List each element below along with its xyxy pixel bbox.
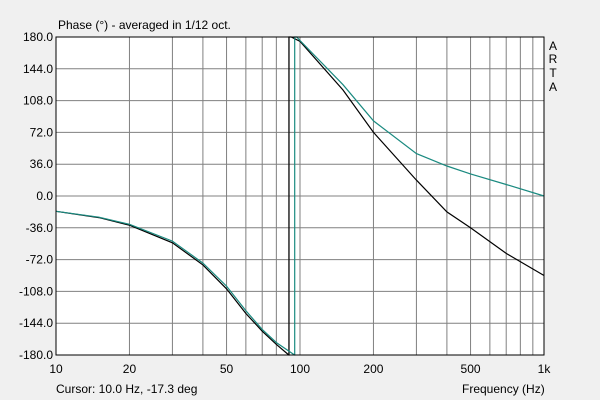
y-tick-label: 108.0: [23, 94, 53, 108]
brand-letter-a2: A: [549, 80, 557, 94]
x-tick-label: 100: [290, 362, 310, 376]
brand-letter-r: R: [549, 52, 558, 66]
x-tick-label: 50: [220, 362, 234, 376]
y-tick-label: 144.0: [23, 62, 53, 76]
brand-letter-a1: A: [549, 39, 557, 53]
grid-lines: [56, 37, 544, 355]
y-tick-label: -72.0: [26, 253, 54, 267]
y-tick-label: 36.0: [30, 157, 54, 171]
brand-letter-t: T: [549, 66, 557, 80]
chart-title: Phase (°) - averaged in 1/12 oct.: [58, 18, 231, 32]
plot-frame: [55, 36, 545, 356]
cursor-readout: Cursor: 10.0 Hz, -17.3 deg: [56, 382, 197, 396]
y-tick-labels: 180.0 144.0 108.0 72.0 36.0 0.0 -36.0 -72.0 -108…: [19, 30, 53, 362]
x-tick-label: 1k: [538, 362, 552, 376]
x-tick-label: 20: [123, 362, 137, 376]
y-tick-label: 180.0: [23, 30, 53, 44]
x-tick-label: 200: [363, 362, 383, 376]
y-tick-label: -180.0: [19, 348, 53, 362]
y-tick-label: -144.0: [19, 316, 53, 330]
y-tick-label: -108.0: [19, 284, 53, 298]
x-tick-label: 500: [461, 362, 481, 376]
y-tick-label: -36.0: [26, 221, 54, 235]
x-axis-label: Frequency (Hz): [462, 382, 545, 396]
y-tick-label: 0.0: [36, 189, 53, 203]
y-tick-label: 72.0: [30, 125, 54, 139]
x-tick-labels: 10 20 50 100 200 500 1k: [49, 362, 551, 376]
x-tick-label: 10: [49, 362, 63, 376]
